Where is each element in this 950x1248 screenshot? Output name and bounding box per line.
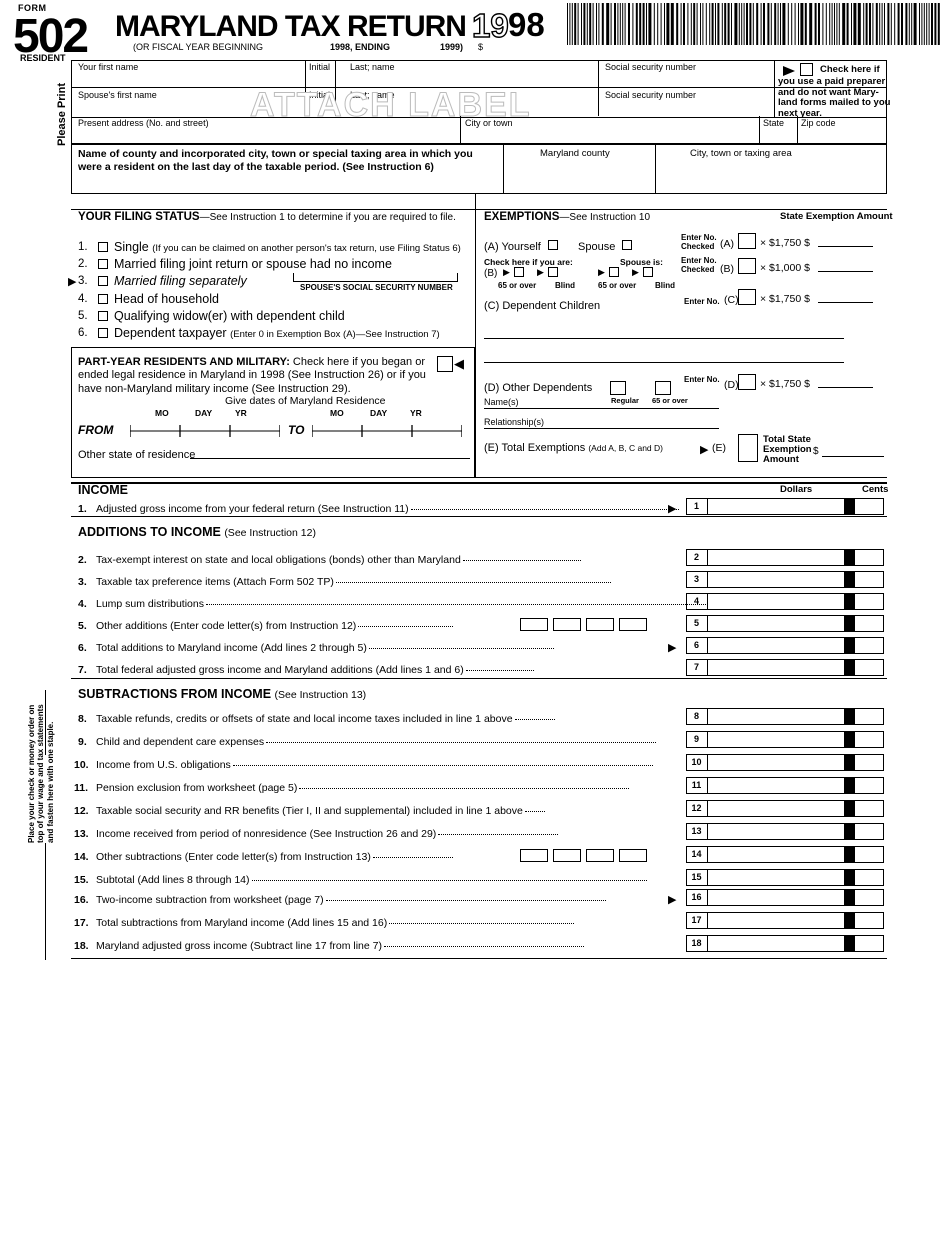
svg-text:19: 19 xyxy=(472,7,509,44)
